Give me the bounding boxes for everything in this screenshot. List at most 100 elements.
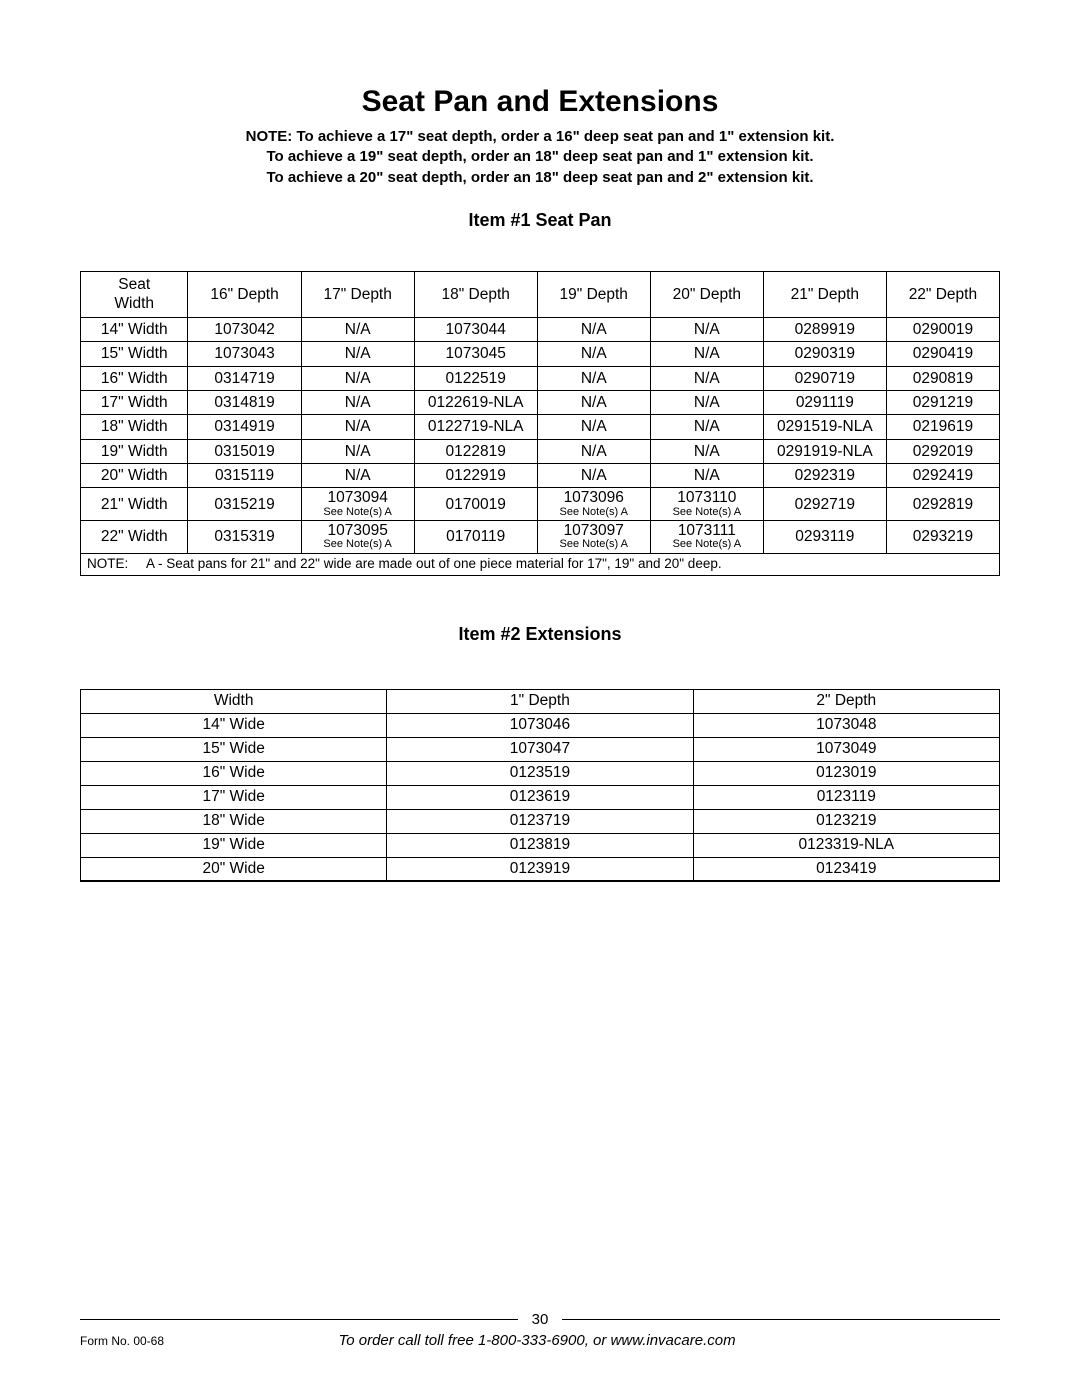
seat-width-cell: 21" Width bbox=[81, 488, 188, 521]
part-number-cell: 1073045 bbox=[414, 342, 537, 366]
table-row: 16" Width0314719N/A0122519N/AN/A02907190… bbox=[81, 366, 1000, 390]
part-number-cell: N/A bbox=[301, 439, 414, 463]
part-number-cell: N/A bbox=[537, 317, 650, 341]
part-number-cell: 0315119 bbox=[188, 464, 301, 488]
seat-width-cell: 16" Width bbox=[81, 366, 188, 390]
part-number-cell: N/A bbox=[301, 366, 414, 390]
part-number-cell: N/A bbox=[301, 464, 414, 488]
seat-pan-col-header: 21" Depth bbox=[763, 271, 886, 317]
seat-width-cell: 20" Width bbox=[81, 464, 188, 488]
table-footnote-cell: NOTE: A - Seat pans for 21" and 22" wide… bbox=[81, 554, 1000, 576]
part-number-cell: 0122619-NLA bbox=[414, 390, 537, 414]
seat-pan-col-header: SeatWidth bbox=[81, 271, 188, 317]
extensions-col-header: 1" Depth bbox=[387, 689, 693, 713]
part-number-cell: 0314719 bbox=[188, 366, 301, 390]
part-number-cell: 0289919 bbox=[763, 317, 886, 341]
footer-rule-left bbox=[80, 1319, 518, 1320]
note-line-3: To achieve a 20" seat depth, order an 18… bbox=[80, 168, 1000, 188]
part-number-cell: 1073094See Note(s) A bbox=[301, 488, 414, 521]
extensions-col-header: Width bbox=[81, 689, 387, 713]
part-number-cell: 0123419 bbox=[693, 857, 999, 881]
table-row: 16" Wide01235190123019 bbox=[81, 761, 1000, 785]
part-number-cell: 0293219 bbox=[886, 521, 999, 554]
part-number-cell: 1073111See Note(s) A bbox=[650, 521, 763, 554]
table-row: 19" Width0315019N/A0122819N/AN/A0291919-… bbox=[81, 439, 1000, 463]
part-number-cell: N/A bbox=[537, 464, 650, 488]
table-row: 14" Width1073042N/A1073044N/AN/A02899190… bbox=[81, 317, 1000, 341]
part-number-cell: 0291919-NLA bbox=[763, 439, 886, 463]
seat-pan-col-header: 22" Depth bbox=[886, 271, 999, 317]
part-number-cell: 0122919 bbox=[414, 464, 537, 488]
part-number-cell: 0123219 bbox=[693, 809, 999, 833]
part-number-cell: 0315019 bbox=[188, 439, 301, 463]
table-row: 15" Width1073043N/A1073045N/AN/A02903190… bbox=[81, 342, 1000, 366]
extension-width-cell: 17" Wide bbox=[81, 785, 387, 809]
part-number-cell: 0123619 bbox=[387, 785, 693, 809]
part-number-cell: 0290819 bbox=[886, 366, 999, 390]
part-number-cell: 0292019 bbox=[886, 439, 999, 463]
seat-pan-col-header: 16" Depth bbox=[188, 271, 301, 317]
section-heading-seat-pan: Item #1 Seat Pan bbox=[80, 210, 1000, 231]
page-title: Seat Pan and Extensions bbox=[80, 85, 1000, 119]
part-number-cell: 0291519-NLA bbox=[763, 415, 886, 439]
part-number-cell: N/A bbox=[537, 415, 650, 439]
extension-width-cell: 18" Wide bbox=[81, 809, 387, 833]
seat-width-cell: 15" Width bbox=[81, 342, 188, 366]
part-number-cell: 0315219 bbox=[188, 488, 301, 521]
part-number-cell: N/A bbox=[301, 415, 414, 439]
part-number-cell: 0123319-NLA bbox=[693, 833, 999, 857]
part-number-cell: 0122819 bbox=[414, 439, 537, 463]
part-number-cell: 0314919 bbox=[188, 415, 301, 439]
section-heading-extensions: Item #2 Extensions bbox=[80, 624, 1000, 645]
part-number-cell: 0123019 bbox=[693, 761, 999, 785]
form-number: Form No. 00-68 bbox=[80, 1334, 164, 1348]
part-number-cell: 0314819 bbox=[188, 390, 301, 414]
seat-width-cell: 17" Width bbox=[81, 390, 188, 414]
table-row: 17" Wide01236190123119 bbox=[81, 785, 1000, 809]
part-number-cell: N/A bbox=[301, 317, 414, 341]
part-number-cell: N/A bbox=[650, 464, 763, 488]
part-number-cell: N/A bbox=[650, 366, 763, 390]
table-row: 19" Wide01238190123319-NLA bbox=[81, 833, 1000, 857]
note-line-2: To achieve a 19" seat depth, order an 18… bbox=[80, 147, 1000, 167]
part-number-cell: 1073046 bbox=[387, 713, 693, 737]
part-number-cell: 1073110See Note(s) A bbox=[650, 488, 763, 521]
part-number-cell: 0123119 bbox=[693, 785, 999, 809]
part-number-cell: N/A bbox=[650, 415, 763, 439]
part-number-cell: 0123719 bbox=[387, 809, 693, 833]
note-line-1: NOTE: To achieve a 17" seat depth, order… bbox=[80, 127, 1000, 147]
part-number-cell: 1073097See Note(s) A bbox=[537, 521, 650, 554]
part-number-cell: N/A bbox=[537, 390, 650, 414]
table-row: 21" Width03152191073094See Note(s) A0170… bbox=[81, 488, 1000, 521]
part-number-cell: 1073048 bbox=[693, 713, 999, 737]
extension-width-cell: 15" Wide bbox=[81, 737, 387, 761]
table-row: 22" Width03153191073095See Note(s) A0170… bbox=[81, 521, 1000, 554]
part-number-cell: N/A bbox=[650, 390, 763, 414]
part-number-cell: 1073042 bbox=[188, 317, 301, 341]
table-row: 18" Wide01237190123219 bbox=[81, 809, 1000, 833]
seat-pan-col-header: 18" Depth bbox=[414, 271, 537, 317]
part-number-cell: 1073049 bbox=[693, 737, 999, 761]
seat-width-cell: 18" Width bbox=[81, 415, 188, 439]
part-number-cell: 0290419 bbox=[886, 342, 999, 366]
seat-pan-col-header: 20" Depth bbox=[650, 271, 763, 317]
table-row: 20" Width0315119N/A0122919N/AN/A02923190… bbox=[81, 464, 1000, 488]
part-number-cell: 0290019 bbox=[886, 317, 999, 341]
part-number-cell: 0122519 bbox=[414, 366, 537, 390]
extension-width-cell: 14" Wide bbox=[81, 713, 387, 737]
part-number-cell: 0292419 bbox=[886, 464, 999, 488]
seat-width-cell: 22" Width bbox=[81, 521, 188, 554]
part-number-cell: 0123919 bbox=[387, 857, 693, 881]
seat-pan-col-header: 19" Depth bbox=[537, 271, 650, 317]
part-number-cell: N/A bbox=[301, 342, 414, 366]
footer-rule-right bbox=[562, 1319, 1000, 1320]
table-row: 15" Wide10730471073049 bbox=[81, 737, 1000, 761]
part-number-cell: N/A bbox=[537, 439, 650, 463]
part-number-cell: N/A bbox=[537, 366, 650, 390]
order-line: To order call toll free 1-800-333-6900, … bbox=[164, 1332, 910, 1349]
extension-width-cell: 16" Wide bbox=[81, 761, 387, 785]
part-number-cell: 1073047 bbox=[387, 737, 693, 761]
note-block: NOTE: To achieve a 17" seat depth, order… bbox=[80, 127, 1000, 188]
part-number-cell: N/A bbox=[537, 342, 650, 366]
part-number-cell: 1073044 bbox=[414, 317, 537, 341]
